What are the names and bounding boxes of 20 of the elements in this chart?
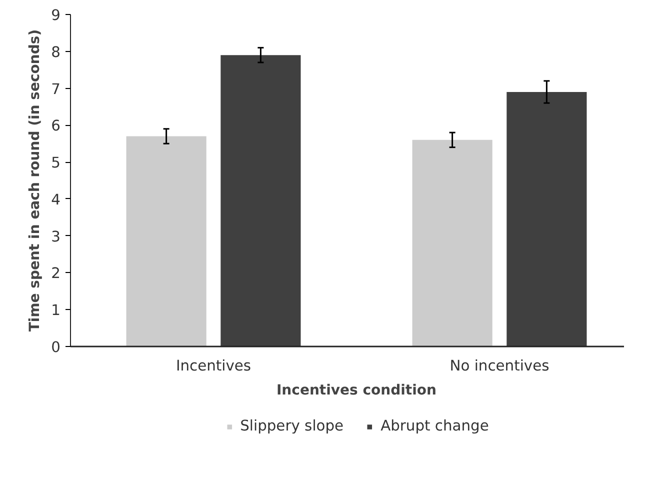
y-tick-label: 5 [51, 154, 61, 172]
legend-label: Abrupt change [380, 418, 489, 434]
bar [126, 136, 206, 346]
x-tick-label: Incentives [176, 358, 252, 374]
bar [412, 140, 492, 346]
y-tick-label: 9 [51, 7, 61, 24]
bar [220, 55, 301, 346]
y-tick-label: 0 [51, 339, 61, 356]
y-tick-label: 7 [51, 80, 61, 98]
x-axis-title: Incentives condition [276, 382, 437, 398]
y-tick-label: 4 [51, 191, 61, 208]
y-tick-label: 6 [51, 118, 61, 135]
bar [506, 92, 587, 346]
x-tick-label: No incentives [450, 358, 550, 374]
y-tick-label: 3 [51, 228, 61, 246]
legend-label: Slippery slope [240, 418, 344, 434]
y-axis-title: Time spent in each round (in seconds) [27, 29, 44, 332]
y-tick-label: 2 [51, 265, 61, 282]
y-tick-label: 1 [51, 302, 61, 320]
y-tick-label: 8 [51, 44, 61, 61]
